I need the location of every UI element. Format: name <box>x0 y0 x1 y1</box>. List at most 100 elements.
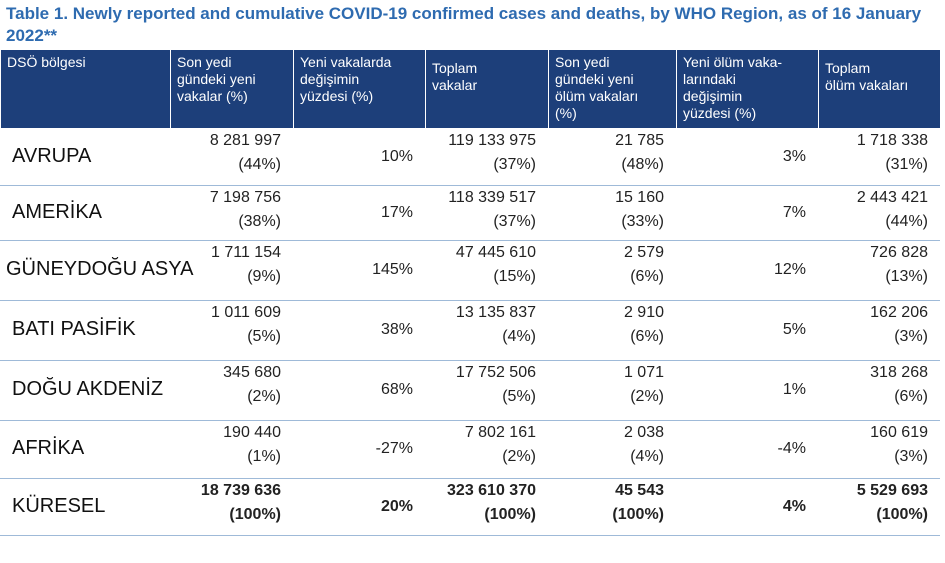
cell-text: (44%) <box>238 156 281 173</box>
header-text: gündeki yeni <box>555 71 634 87</box>
cell-text: (15%) <box>493 268 536 285</box>
cell-text: (33%) <box>621 213 664 230</box>
header-cell: Toplam ölüm vakaları <box>818 50 940 128</box>
header-text: ölüm vakaları <box>555 88 639 104</box>
table-title: Table 1. Newly reported and cumulative C… <box>6 4 922 45</box>
region-name: KÜRESEL <box>12 494 106 517</box>
cell-text: (100%) <box>229 506 281 523</box>
cell-text: (100%) <box>612 506 664 523</box>
cell-text: 17% <box>380 203 413 221</box>
cell-text: -27% <box>375 440 413 457</box>
cell-text: 15 160 <box>615 189 664 206</box>
header-cell: Yeni vakalarda değişimin yüzdesi (%) <box>293 50 425 128</box>
cell-text: 2 443 421 <box>856 189 928 206</box>
cell-text: (5%) <box>502 388 536 405</box>
cell-text: (6%) <box>894 388 928 405</box>
cell-text: (2%) <box>630 388 664 405</box>
cell-text: 10% <box>380 147 413 165</box>
header-cell: DSÖ bölgesi <box>0 50 170 128</box>
cell-text: (3%) <box>894 328 928 345</box>
cell-text: (100%) <box>484 506 536 523</box>
header-cell: Son yedi gündeki yeni vakalar (%) <box>170 50 293 128</box>
row-divider <box>0 240 940 241</box>
row-divider <box>0 185 940 186</box>
cell-text: 1% <box>782 381 806 398</box>
header-text: yüzdesi (%) <box>300 88 374 104</box>
cell-text: (44%) <box>885 213 928 230</box>
cell-text: 38% <box>380 321 413 338</box>
region-name: AMERİKA <box>12 200 103 223</box>
cell-text: 119 133 975 <box>448 132 536 149</box>
header-text: (%) <box>555 105 577 121</box>
header-cell: Yeni ölüm vaka-larındaki değişimin yüzdesi… <box>676 50 818 128</box>
cell-text: 1 711 154 <box>211 244 281 261</box>
row-divider <box>0 360 940 361</box>
header-text: değişimin <box>683 88 743 104</box>
table: DSÖ bölgesi Son yedi gündeki yeni vakalar (… <box>0 50 940 540</box>
cell-text: 20% <box>380 497 413 515</box>
cell-text: (6%) <box>630 328 664 345</box>
cell-text: 4% <box>782 497 806 515</box>
cell-text: (6%) <box>630 268 664 285</box>
region-name: AFRİKA <box>12 437 85 459</box>
cell-text: 2 038 <box>623 424 664 441</box>
cell-text: 5 529 693 <box>856 482 928 499</box>
region-name: BATI PASİFİK <box>12 318 136 340</box>
row-divider <box>0 300 940 301</box>
cell-text: 162 206 <box>870 304 928 321</box>
cell-text: 5% <box>782 321 806 338</box>
cell-text: 3% <box>782 147 806 165</box>
cell-text: 323 610 370 <box>447 482 536 499</box>
header-cell: Son yedi gündeki yeni ölüm vakaları (%) <box>548 50 676 128</box>
header-text: larındaki <box>683 71 736 87</box>
cell-text: 47 445 610 <box>455 244 536 261</box>
cell-text: (37%) <box>493 213 536 230</box>
header-text: vakalar (%) <box>177 88 248 104</box>
cell-text: (1%) <box>247 448 281 465</box>
cell-text: 345 680 <box>223 364 281 381</box>
header-text: DSÖ bölgesi <box>7 54 86 70</box>
cell-text: 1 071 <box>623 364 664 381</box>
header-text: yüzdesi (%) <box>683 105 757 121</box>
cell-text: (38%) <box>238 213 281 230</box>
header-text: vakalar <box>432 77 478 93</box>
cell-text: 1 011 609 <box>211 304 281 321</box>
region-name: GÜNEYDOĞU ASYA <box>6 258 194 280</box>
cell-text: 45 543 <box>615 482 664 499</box>
cell-text: (4%) <box>630 448 664 465</box>
cell-text: 12% <box>773 261 806 278</box>
header-text: Toplam <box>825 60 871 76</box>
row-divider <box>0 420 940 421</box>
cell-text: 318 268 <box>870 364 928 381</box>
row-divider <box>0 535 940 536</box>
cell-text: (13%) <box>885 268 928 285</box>
cell-text: 7 802 161 <box>464 424 536 441</box>
cell-text: 21 785 <box>615 132 664 149</box>
header-text: Yeni vakalarda <box>300 54 392 70</box>
header-text: değişimin <box>300 71 360 87</box>
cell-text: 1 718 338 <box>856 132 928 149</box>
cell-text: 2 579 <box>623 244 664 261</box>
cell-text: (4%) <box>502 328 536 345</box>
region-name: AVRUPA <box>12 144 92 167</box>
header-text: Yeni ölüm vaka- <box>683 54 783 70</box>
cell-text: 68% <box>380 381 413 398</box>
region-name: DOĞU AKDENİZ <box>12 378 164 400</box>
cell-text: (3%) <box>894 448 928 465</box>
cell-text: -4% <box>777 440 806 457</box>
header-text: gündeki yeni <box>177 71 256 87</box>
cell-text: 726 828 <box>870 244 928 261</box>
cell-text: 7% <box>782 203 806 221</box>
cell-text: 8 281 997 <box>209 132 281 149</box>
cell-text: 190 440 <box>223 424 281 441</box>
header-text: Son yedi <box>555 54 610 70</box>
cell-text: 13 135 837 <box>455 304 536 321</box>
cell-text: (37%) <box>493 156 536 173</box>
header-text: Son yedi <box>177 54 232 70</box>
cell-text: 160 619 <box>870 424 928 441</box>
header-text: ölüm vakaları <box>825 77 909 93</box>
cell-text: (100%) <box>876 506 928 523</box>
cell-text: 18 739 636 <box>200 482 281 499</box>
cell-text: 145% <box>372 261 413 278</box>
